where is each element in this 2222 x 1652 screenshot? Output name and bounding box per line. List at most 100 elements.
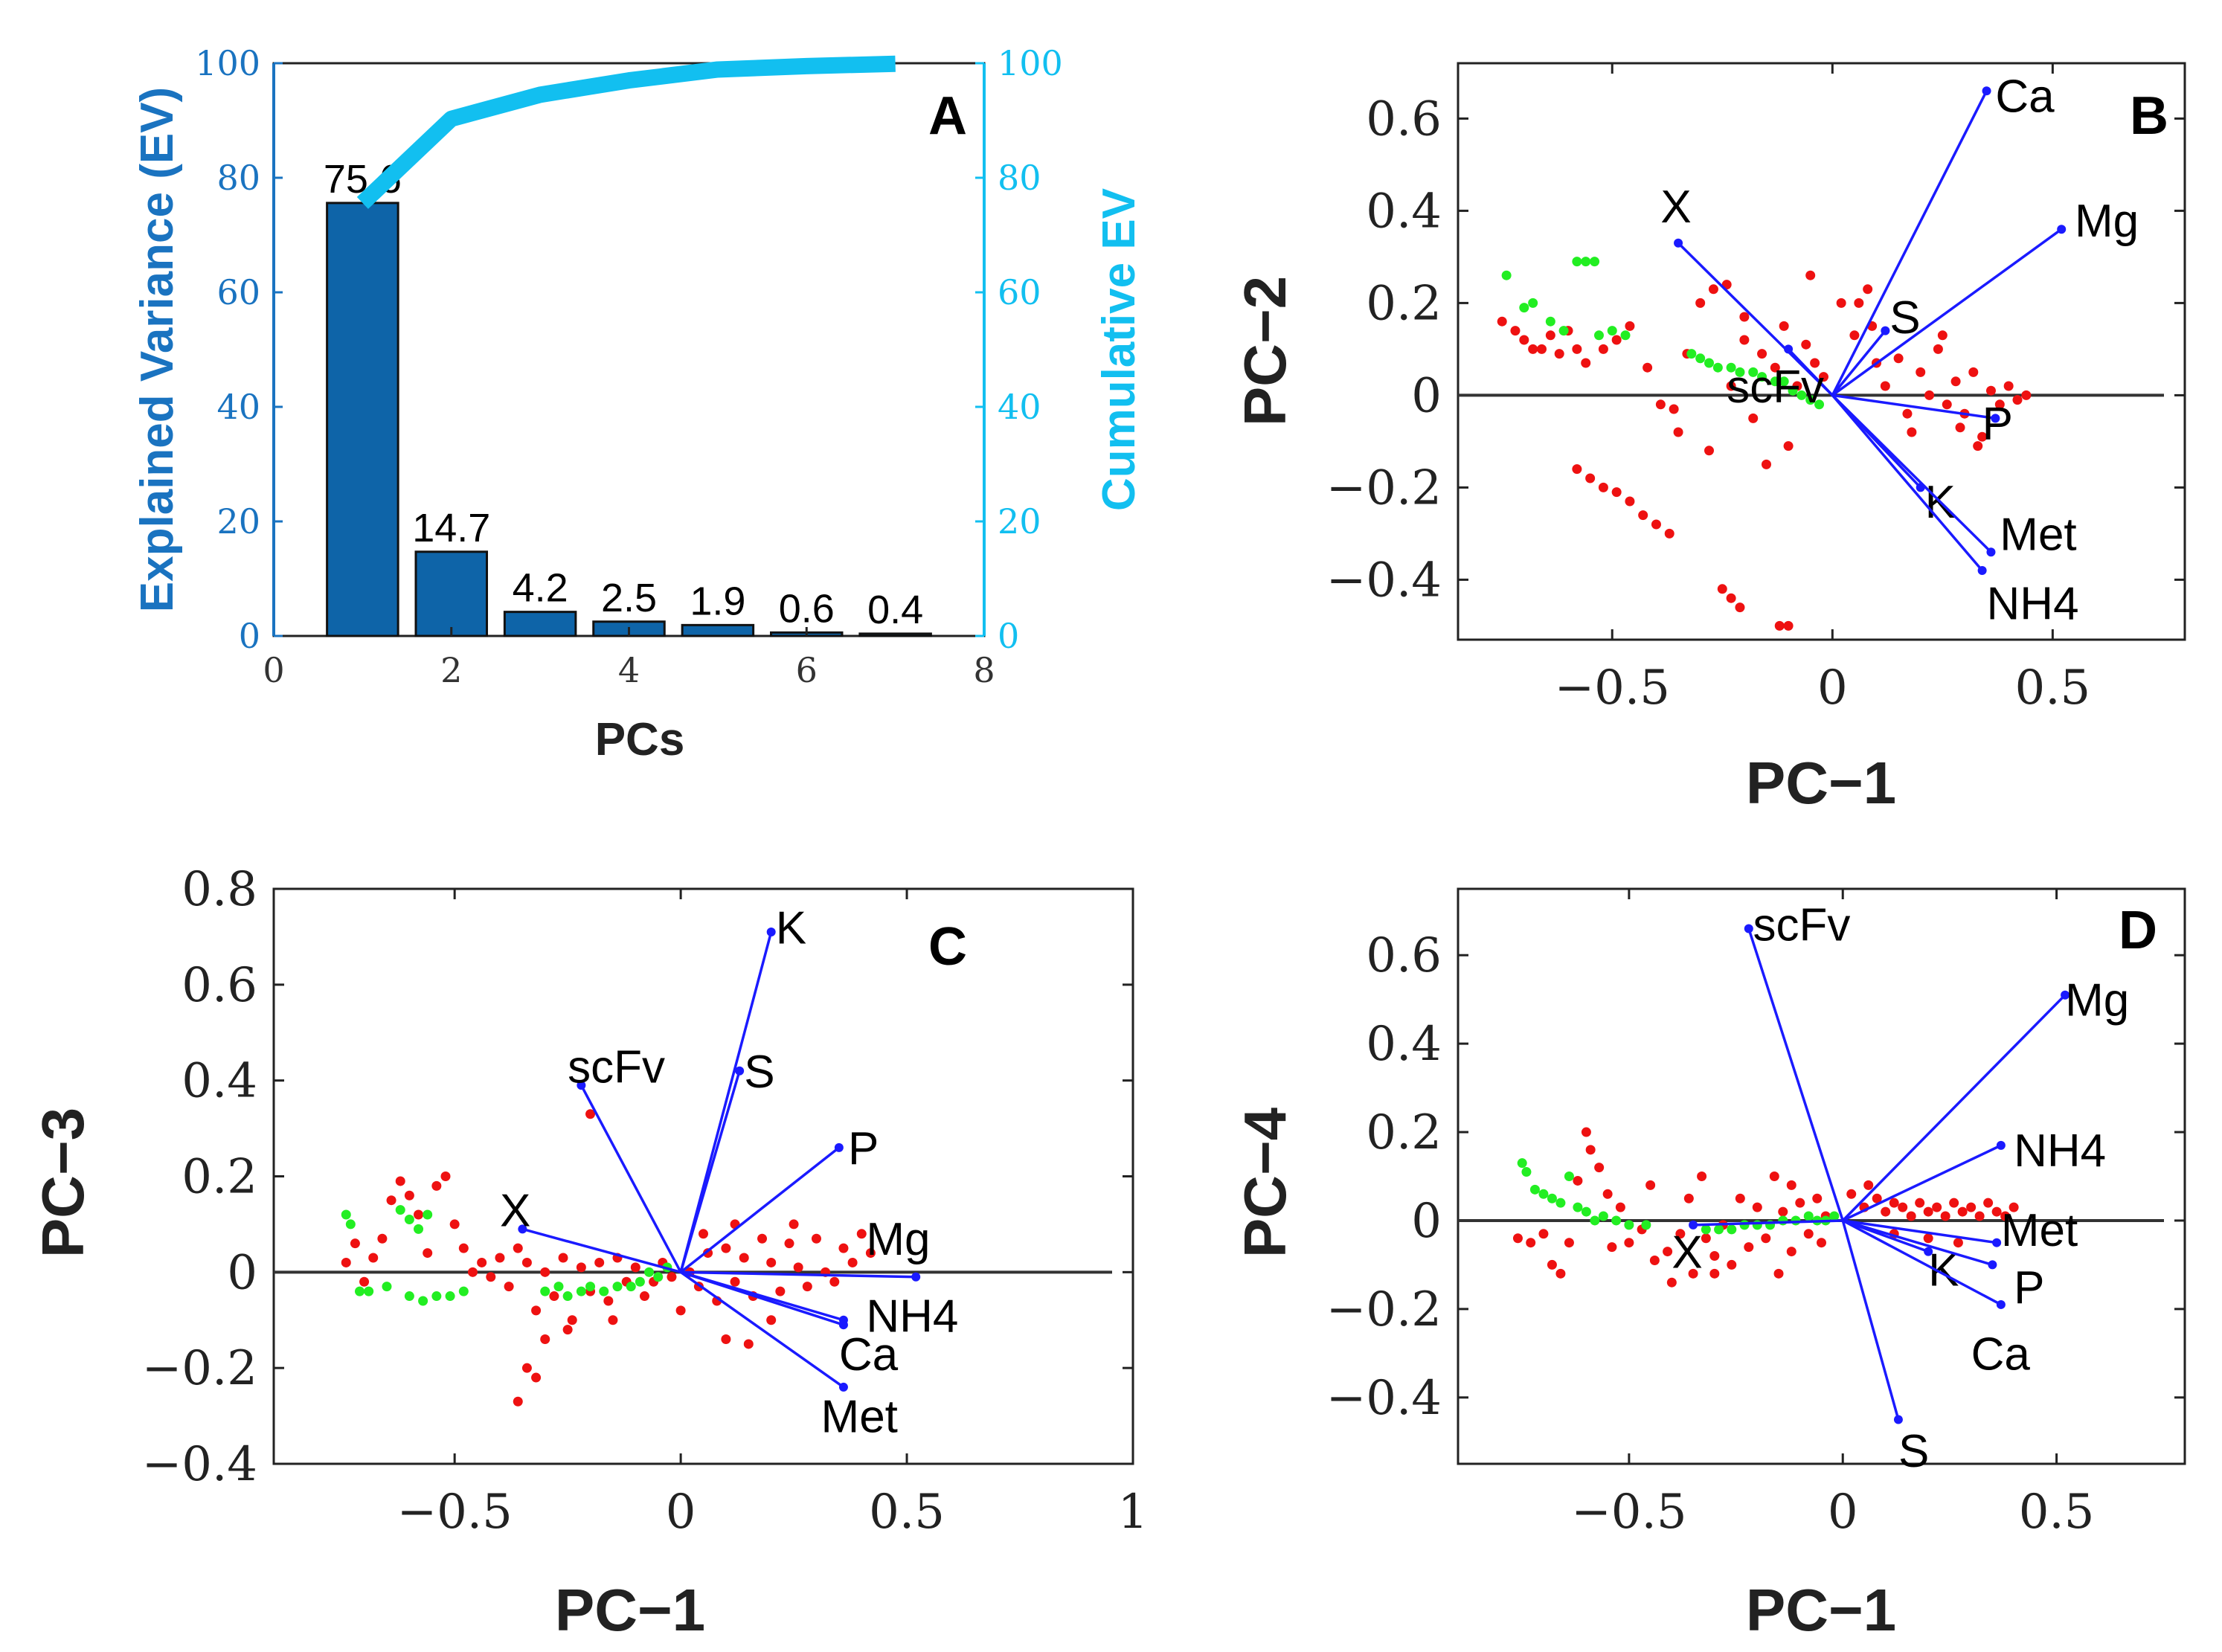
panel-d-red-point <box>1564 1238 1574 1248</box>
panel-b-green-point <box>1712 362 1723 373</box>
panel-b-vector-label-nh4: NH4 <box>1987 578 2079 629</box>
panel-b-red-point <box>1497 316 1507 327</box>
panel-c-vector-tip-k <box>766 927 776 936</box>
panel-d-red-point <box>1585 1145 1596 1155</box>
panel-b-red-point <box>1863 284 1873 295</box>
panel-d-green-point <box>1517 1158 1527 1169</box>
a-xtick-label: 6 <box>796 650 818 690</box>
panel-c-red-point <box>838 1243 849 1253</box>
panel-b-vector-nh4 <box>1831 394 1983 572</box>
panel-c-red-point <box>486 1272 496 1282</box>
panel-d-green-point <box>1611 1215 1622 1226</box>
panel-c-red-point <box>847 1257 858 1267</box>
panel-d-vector-s <box>1841 1220 1900 1421</box>
panel-b-red-point <box>1651 519 1661 530</box>
panel-c-green-point <box>626 1282 636 1292</box>
panel-b-red-point <box>1977 431 1988 442</box>
panel-b-green-point <box>1735 367 1745 377</box>
panel-c-red-point <box>368 1253 379 1263</box>
panel-d-xlabel: PC−1 <box>1746 1577 1896 1643</box>
bar-pc3 <box>503 611 577 637</box>
panel-b-green-point <box>1748 367 1759 377</box>
panel-c-green-point <box>644 1267 655 1277</box>
a-xtick-label: 2 <box>440 650 462 690</box>
panel-c-vector-ca <box>680 1270 844 1326</box>
panel-b-green-point <box>1796 390 1807 400</box>
panel-d-vector-label-x: X <box>1672 1227 1702 1279</box>
panel-b-red-point <box>1942 399 1952 410</box>
panel-c-red-point <box>721 1334 731 1345</box>
panel-b-xlabel: PC−1 <box>1746 750 1896 816</box>
panel-c-red-point <box>449 1219 460 1230</box>
panel-c-red-point <box>467 1267 478 1277</box>
panel-b-red-point <box>1748 413 1759 423</box>
panel-b-red-point <box>1572 464 1582 475</box>
a-y2tick-label: 0 <box>998 616 1019 656</box>
panel-b-vector-p <box>1832 393 1996 420</box>
panel-b-red-point <box>1537 344 1547 354</box>
panel-d-red-point <box>1817 1238 1826 1248</box>
panel-d-red-point <box>1898 1202 1908 1212</box>
panel-d-green-point <box>1538 1189 1549 1199</box>
panel-b-red-point <box>1779 321 1789 331</box>
panel-c-vector-label-k: K <box>776 903 806 954</box>
panel-c-red-point <box>675 1305 686 1316</box>
panel-d-red-point <box>1761 1233 1771 1244</box>
panel-c-vector-mg <box>681 1270 916 1279</box>
panel-b-red-point <box>1810 358 1820 368</box>
panel-c-green-point <box>653 1272 664 1282</box>
panel-c-red-point <box>531 1372 542 1383</box>
panel-b-red-point <box>1968 367 1979 377</box>
panel-b-green-point <box>1593 330 1604 341</box>
panel-c-vector-label-p: P <box>848 1123 879 1174</box>
panel-d-green-point <box>1727 1224 1737 1235</box>
a-ytick-label: 20 <box>216 501 260 541</box>
panel-d-red-point <box>1573 1175 1583 1186</box>
panel-d-vector-label-scfv: scFv <box>1753 900 1851 951</box>
panel-c-green-point <box>599 1286 609 1296</box>
panel-c-vector-label-ca: Ca <box>839 1329 899 1381</box>
panel-c-red-point <box>811 1233 821 1244</box>
panel-c-green-point <box>404 1291 414 1302</box>
panel-d-xtick-label: 0 <box>1828 1485 1858 1540</box>
panel-c-green-point <box>414 1224 424 1234</box>
panel-c-red-point <box>603 1296 614 1306</box>
a-y2tick-label: 40 <box>998 387 1041 427</box>
panel-b-red-point <box>1704 446 1715 456</box>
panel-b-vector-ca <box>1831 90 1988 396</box>
panel-b-red-point <box>1933 344 1943 354</box>
panel-d-ylabel: PC−4 <box>1232 1107 1298 1258</box>
panel-d-red-point <box>1709 1251 1720 1262</box>
panel-c-red-point <box>730 1276 740 1287</box>
panel-b-vector-label-met: Met <box>2000 509 2076 560</box>
panel-c-green-point <box>445 1291 455 1302</box>
panel-b-green-point <box>1528 298 1538 308</box>
bar-label-pc6: 0.6 <box>779 586 835 631</box>
panel-c-vector-label-nh4: NH4 <box>866 1291 958 1342</box>
panel-b-green-point <box>1770 376 1780 387</box>
panel-b-vector-scfv <box>1787 348 1834 396</box>
panel-d-red-point <box>2000 1211 2011 1221</box>
panel-d-ytick-label: 0.4 <box>1366 1017 1442 1072</box>
panel-b-red-point <box>1528 344 1538 354</box>
panel-d-red-point <box>1624 1238 1634 1248</box>
panel-c-red-point <box>395 1176 405 1186</box>
panel-d-vector-met <box>1842 1219 1997 1244</box>
panel-b-green-point <box>1695 353 1706 364</box>
panel-c-green-point <box>404 1214 414 1224</box>
panel-d-frame <box>1457 887 2186 1465</box>
panel-d-red-point <box>1953 1238 1963 1248</box>
panel-c-green-point <box>364 1286 374 1296</box>
panel-c-red-point <box>608 1315 618 1325</box>
panel-b-red-point <box>1902 408 1913 419</box>
panel-c-ytick-label: −0.2 <box>142 1341 257 1396</box>
panel-c-red-point <box>567 1315 577 1325</box>
panel-d-red-point <box>1906 1211 1916 1221</box>
panel-b-red-point <box>1994 399 2005 410</box>
panel-b-red-point <box>1924 390 1935 400</box>
panel-letter-c: C <box>928 917 967 977</box>
panel-c-vector-label-s: S <box>744 1047 774 1098</box>
panel-d-red-point <box>1675 1229 1686 1239</box>
panel-b-red-point <box>1739 335 1750 345</box>
